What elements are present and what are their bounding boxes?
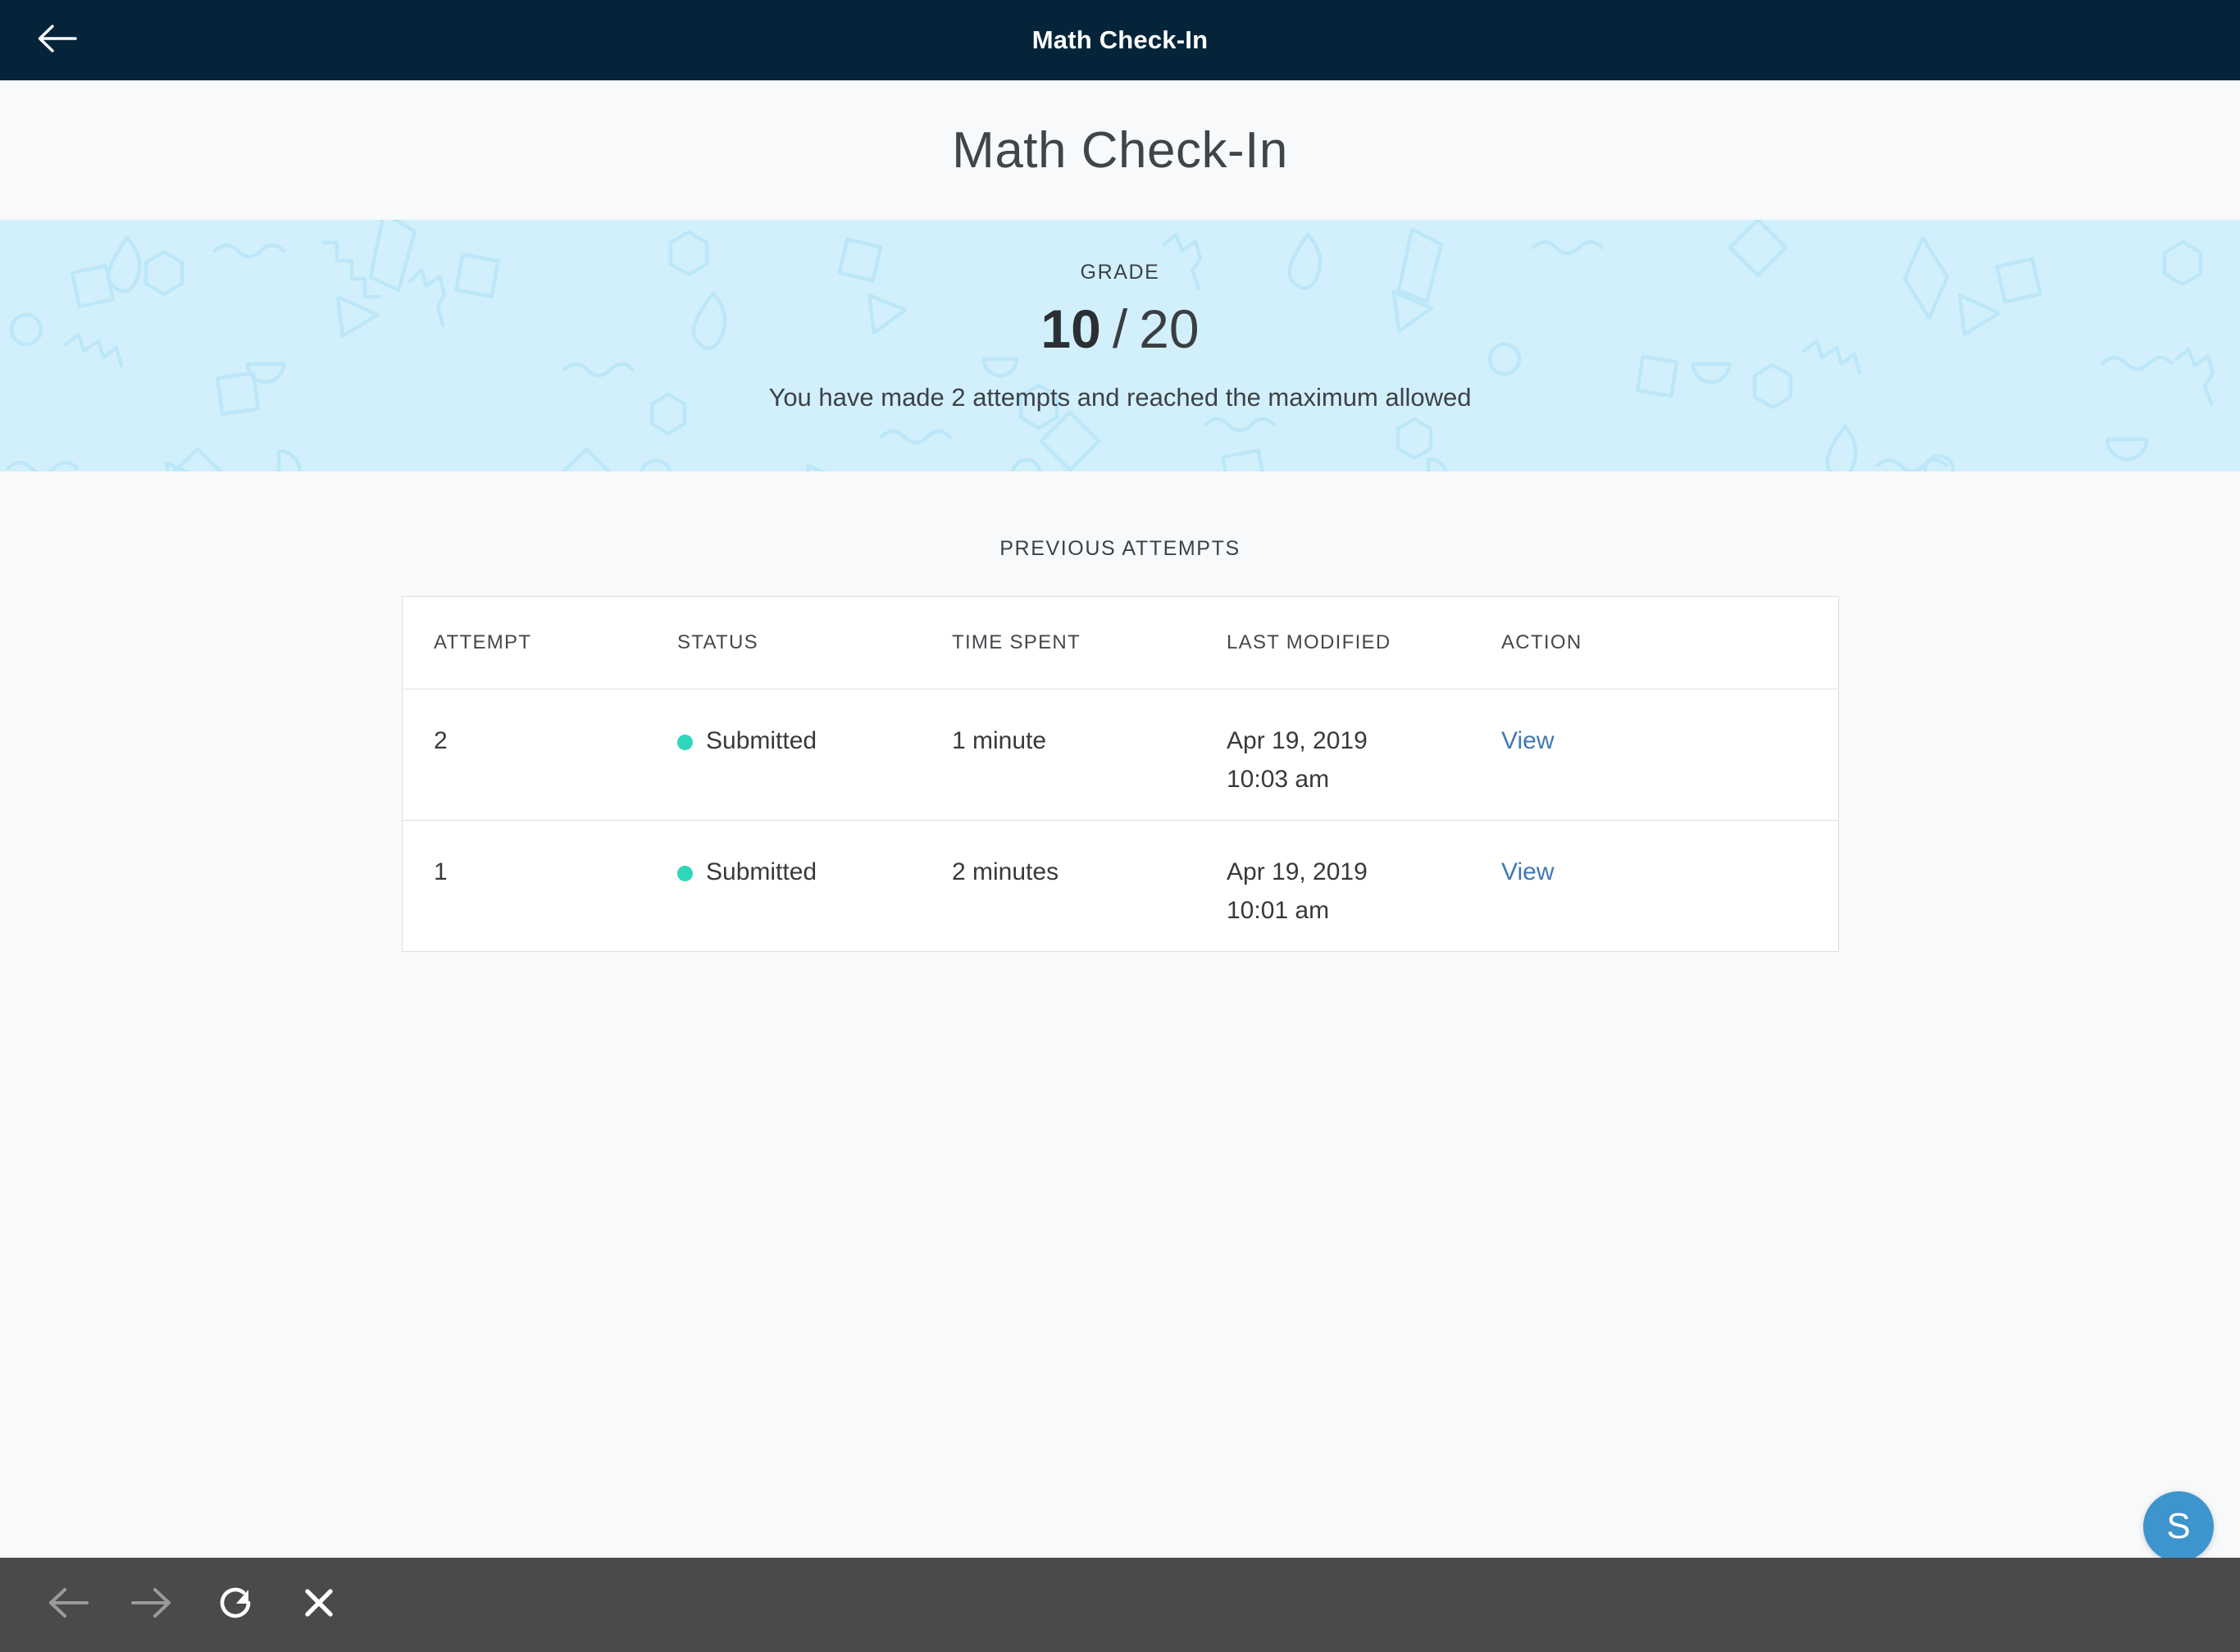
- grade-banner: GRADE 10 / 20 You have made 2 attempts a…: [0, 220, 2240, 471]
- attempts-table: ATTEMPT STATUS TIME SPENT LAST MODIFIED …: [402, 596, 1839, 952]
- column-header-time-spent: TIME SPENT: [952, 597, 1227, 689]
- column-header-attempt: ATTEMPT: [403, 597, 677, 689]
- status-label: Submitted: [706, 726, 817, 754]
- view-link[interactable]: View: [1501, 858, 1555, 885]
- browser-forward-button[interactable]: [110, 1558, 193, 1652]
- last-modified-date: Apr 19, 2019: [1227, 726, 1368, 754]
- arrow-left-icon: [35, 22, 78, 59]
- browser-reload-button[interactable]: [193, 1558, 277, 1652]
- page-title-container: Math Check-In: [0, 80, 2240, 220]
- grade-label: GRADE: [1080, 261, 1160, 284]
- previous-attempts-heading: PREVIOUS ATTEMPTS: [999, 537, 1241, 560]
- arrow-right-icon: [129, 1586, 175, 1624]
- status-dot-icon: [677, 865, 693, 881]
- cell-action: View: [1501, 689, 1838, 821]
- column-header-status: STATUS: [677, 597, 952, 689]
- status-label: Submitted: [706, 858, 817, 885]
- browser-close-button[interactable]: [277, 1558, 361, 1652]
- column-header-action: ACTION: [1501, 597, 1838, 689]
- column-header-last-modified: LAST MODIFIED: [1227, 597, 1501, 689]
- cell-time-spent: 1 minute: [952, 689, 1227, 821]
- grade-separator: /: [1112, 298, 1128, 359]
- view-link[interactable]: View: [1501, 726, 1555, 754]
- page-title: Math Check-In: [952, 121, 1288, 179]
- cell-status: Submitted: [677, 820, 952, 951]
- last-modified-time: 10:03 am: [1227, 765, 1330, 793]
- status-dot-icon: [677, 734, 693, 750]
- cell-time-spent: 2 minutes: [952, 858, 1059, 885]
- grade-message: You have made 2 attempts and reached the…: [768, 383, 1472, 412]
- grade-earned: 10: [1040, 298, 1101, 359]
- app-bar: Math Check-In: [0, 0, 2240, 80]
- grade-total: 20: [1139, 298, 1200, 359]
- table-header-row: ATTEMPT STATUS TIME SPENT LAST MODIFIED …: [403, 597, 1838, 689]
- cell-attempt: 2: [403, 689, 677, 821]
- app-bar-title: Math Check-In: [1031, 25, 1209, 54]
- browser-toolbar: [0, 1558, 2240, 1652]
- previous-attempts-section: PREVIOUS ATTEMPTS ATTEMPT STATUS TIME SP…: [0, 471, 2240, 952]
- cell-attempt: 1: [434, 858, 448, 885]
- table-row: 1 Submitted 2 minutes Apr 19, 2019 10:01…: [403, 820, 1838, 951]
- cell-action: View: [1501, 820, 1838, 951]
- avatar-initial: S: [2166, 1506, 2191, 1546]
- grade-banner-content: GRADE 10 / 20 You have made 2 attempts a…: [0, 220, 2240, 471]
- last-modified-time: 10:01 am: [1227, 896, 1330, 924]
- arrow-left-icon: [45, 1586, 91, 1624]
- close-icon: [299, 1583, 339, 1627]
- back-button[interactable]: [30, 13, 84, 67]
- cell-last-modified: Apr 19, 2019 10:03 am: [1227, 689, 1501, 821]
- reload-icon: [214, 1581, 257, 1628]
- grade-score: 10 / 20: [1040, 298, 1199, 360]
- table-row: 2 Submitted 1 minute Apr 19, 2019 10:03 …: [403, 689, 1838, 821]
- cell-status: Submitted: [677, 689, 952, 821]
- support-avatar-button[interactable]: S: [2143, 1491, 2214, 1562]
- browser-back-button[interactable]: [26, 1558, 110, 1652]
- last-modified-date: Apr 19, 2019: [1227, 858, 1368, 885]
- cell-last-modified: Apr 19, 2019 10:01 am: [1227, 820, 1501, 951]
